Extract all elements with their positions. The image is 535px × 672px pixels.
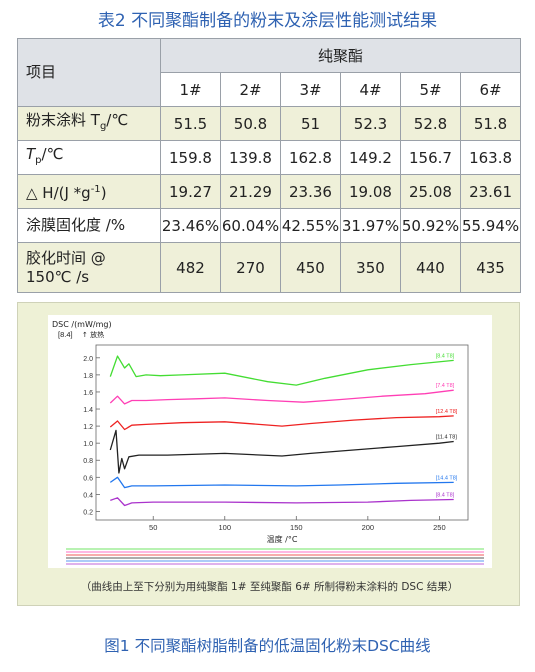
series-label: [8.4 T8] [436, 353, 455, 359]
table-cell: 52.3 [340, 106, 401, 141]
row-label: △ H/(J *g-1) [17, 174, 161, 209]
table-cell: 50.8 [220, 106, 281, 141]
table-subheader-row: 1# 2# 3# 4# 5# 6# [18, 72, 522, 107]
table-row: 胶化时间 @150℃ /s 482 270 450 350 440 435 [17, 242, 522, 293]
figure-box: 0.2 0.4 0.6 0.8 1.0 1.2 1.4 1.6 1.8 2.0 50 100 150 20… [17, 302, 520, 606]
y-tick-label: 0.6 [83, 475, 93, 482]
series-line [109, 476, 454, 489]
figure-caption: 图1 不同聚酯树脂制备的低温固化粉末DSC曲线 [104, 637, 431, 655]
x-tick-label: 50 [149, 523, 157, 532]
figure-note: （曲线由上至下分别为用纯聚酯 1# 至纯聚酯 6# 所制得粉末涂料的 DSC 结… [80, 581, 459, 593]
table-cell: 25.08 [400, 174, 461, 209]
table-cell: 163.8 [459, 140, 522, 175]
table-row: Tp/℃ 159.8 139.8 162.8 149.2 156.7 163.8 [17, 140, 522, 175]
x-tick-label: 100 [219, 523, 232, 532]
table-cell: 482 [160, 242, 221, 293]
series-label: [12.4 T8] [436, 409, 458, 415]
table-row: △ H/(J *g-1) 19.27 21.29 23.36 19.08 25.… [17, 174, 522, 209]
table-cell: 159.8 [160, 140, 221, 175]
row-label: Tp/℃ [17, 140, 161, 175]
column-header: 5# [400, 72, 461, 107]
plot-frame [95, 344, 469, 521]
column-header: 3# [280, 72, 341, 107]
table-cell: 51.5 [160, 106, 221, 141]
table-cell: 450 [280, 242, 341, 293]
table-row: 粉末涂料 Tg/℃ 51.5 50.8 51 52.3 52.8 51.8 [17, 106, 522, 141]
y-tick-label: 1.8 [83, 373, 93, 380]
y-tick-label: 1.2 [83, 424, 93, 431]
table-cell: 440 [400, 242, 461, 293]
table-caption: 表2 不同聚酯制备的粉末及涂层性能测试结果 [97, 11, 438, 31]
table-cell: 435 [459, 242, 522, 293]
series-line [110, 497, 454, 507]
y-tick-label: 1.4 [83, 407, 93, 414]
table-cell: 50.92% [400, 208, 461, 243]
y-axis-label: [8.4] [58, 330, 73, 339]
table-cell: 52.8 [400, 106, 461, 141]
row-label: 涂膜固化度 /% [17, 208, 161, 243]
table-cell: 19.08 [340, 174, 401, 209]
y-axis-label: ↑ 放热 [82, 330, 104, 339]
dsc-plot-area: 0.2 0.4 0.6 0.8 1.0 1.2 1.4 1.6 1.8 2.0 50 100 150 20… [48, 315, 492, 568]
column-header: 6# [459, 72, 522, 107]
table-cell: 162.8 [280, 140, 341, 175]
row-label: 胶化时间 @150℃ /s [17, 242, 161, 293]
x-tick-label: 150 [290, 523, 303, 532]
table-cell: 51.8 [459, 106, 522, 141]
y-tick-label: 0.4 [83, 492, 93, 499]
column-header: 4# [340, 72, 401, 107]
column-header: 1# [160, 72, 221, 107]
table-header-row: 项目 纯聚酯 [17, 38, 522, 107]
table-cell: 55.94% [459, 208, 522, 243]
series-label: [8.4 T8] [436, 493, 455, 499]
series-line [109, 389, 454, 405]
table-cell: 31.97% [340, 208, 401, 243]
table-cell: 51 [280, 106, 341, 141]
header-item: 项目 [17, 38, 161, 107]
results-table: 项目 纯聚酯 1# 2# 3# 4# 5# 6# 粉末涂料 Tg/℃ 51.5 … [17, 38, 522, 293]
table-cell: 156.7 [400, 140, 461, 175]
table-cell: 270 [220, 242, 281, 293]
y-tick-label: 1.6 [83, 390, 93, 397]
table-cell: 23.46% [160, 208, 221, 243]
series-line [109, 429, 454, 474]
y-tick-label: 0.8 [83, 458, 93, 465]
table-cell: 21.29 [220, 174, 281, 209]
y-tick-label: 1.0 [83, 441, 93, 448]
series-label: [11.4 T8] [436, 434, 458, 440]
table-cell: 350 [340, 242, 401, 293]
table-cell: 149.2 [340, 140, 401, 175]
series-label: [7.4 T8] [436, 383, 455, 389]
table-cell: 60.04% [220, 208, 281, 243]
table-cell: 19.27 [160, 174, 221, 209]
header-group: 纯聚酯 [159, 38, 522, 73]
row-label: 粉末涂料 Tg/℃ [17, 106, 161, 141]
series-label: [14.4 T8] [436, 475, 458, 481]
x-axis-label: 温度 /°C [267, 534, 298, 544]
table-row: 涂膜固化度 /% 23.46% 60.04% 42.55% 31.97% 50.… [17, 208, 522, 243]
dsc-chart: 0.2 0.4 0.6 0.8 1.0 1.2 1.4 1.6 1.8 2.0 50 100 150 20… [52, 320, 484, 565]
table-cell: 42.55% [280, 208, 341, 243]
column-header: 2# [220, 72, 281, 107]
series-line [109, 355, 454, 386]
table-cell: 23.61 [459, 174, 522, 209]
x-tick-label: 250 [433, 523, 446, 532]
y-tick-label: 2.0 [83, 356, 93, 363]
table-cell: 139.8 [220, 140, 281, 175]
series-line [109, 415, 454, 431]
y-axis-label: DSC /(mW/mg) [52, 320, 112, 329]
y-tick-label: 0.2 [83, 509, 93, 516]
table-cell: 23.36 [280, 174, 341, 209]
x-tick-label: 200 [362, 523, 375, 532]
